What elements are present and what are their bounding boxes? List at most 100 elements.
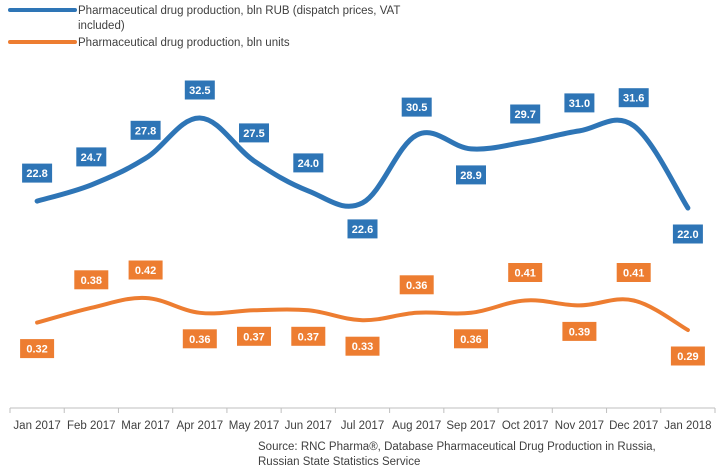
data-label-box [130,120,161,140]
data-label-rub: 22.0 [672,224,703,244]
x-tick-label: Jan 2017 [13,420,60,432]
x-tick-label: Sep 2017 [446,420,495,432]
data-label-box [564,93,595,113]
x-axis: Jan 2017 Feb 2017 Mar 2017 Apr 2017 May 2017… [9,407,716,432]
data-label-text: 0.29 [677,351,698,363]
series-line-units [35,295,690,332]
data-label-units: 0.36 [454,329,488,349]
data-label-box [182,329,217,349]
data-label-units: 0.38 [74,270,109,290]
data-label-text: 0.41 [514,268,535,280]
legend-label: Pharmaceutical drug production, bln unit… [78,37,290,49]
x-tick-label: Oct 2017 [502,420,549,432]
legend-item-rub: Pharmaceutical drug production, bln RUB … [8,5,400,32]
x-tick-label: Jul 2017 [341,420,384,432]
data-label-text: 0.42 [135,265,156,277]
data-label-text: 0.39 [569,326,590,338]
data-label-units: 0.29 [670,346,705,366]
x-tick-label: Feb 2017 [67,420,116,432]
data-label-rub: 31.0 [564,93,595,113]
data-label-text: 0.36 [406,280,427,292]
data-label-box [347,219,378,239]
data-label-text: 0.37 [243,331,264,343]
data-label-text: 30.5 [406,102,427,114]
data-label-units: 0.39 [562,321,597,341]
data-label-box [128,260,163,280]
data-label-text: 31.6 [623,93,644,105]
data-label-box [510,104,541,124]
legend: Pharmaceutical drug production, bln RUB … [8,5,400,49]
data-label-box [401,97,432,117]
data-label-text: 22.8 [26,168,47,180]
data-label-box [184,80,215,100]
x-tick-label: Aug 2017 [392,420,441,432]
data-label-box [454,329,488,349]
data-label-units: 0.41 [508,263,543,282]
data-label-box [20,339,55,359]
data-label-rub: 24.7 [76,147,107,167]
x-tick-label: Nov 2017 [555,420,604,432]
data-label-rub: 28.9 [456,165,486,185]
data-label-text: 0.36 [189,334,210,346]
data-label-box [237,326,271,346]
data-label-text: 24.7 [81,152,102,164]
data-label-box [239,123,269,143]
data-label-box [293,153,324,173]
data-label-rub: 27.5 [239,123,269,143]
data-label-box [672,224,703,244]
data-label-units: 0.37 [291,326,326,346]
data-label-text: 22.6 [352,224,373,236]
data-label-box [616,263,651,282]
data-label-box [618,88,649,108]
series-lines [34,115,691,332]
legend-label: included) [78,20,125,32]
data-label-box [562,321,597,341]
data-label-box [345,336,380,356]
data-label-text: 29.7 [514,109,535,121]
data-label-text: 28.9 [460,170,481,182]
data-labels: 22.8 24.7 27.8 32.5 27.5 24.0 22.6 30.5 28.9 29.7… [20,80,705,366]
data-label-text: 0.36 [460,334,481,346]
x-tick-label: Dec 2017 [609,420,658,432]
data-label-rub: 24.0 [293,153,324,173]
data-label-rub: 31.6 [618,88,649,108]
data-label-text: 0.33 [352,341,373,353]
data-label-box [74,270,109,290]
data-label-units: 0.36 [182,329,217,349]
data-label-rub: 22.6 [347,219,378,239]
data-label-rub: 27.8 [130,120,161,140]
data-label-box [22,163,53,183]
data-label-units: 0.33 [345,336,380,356]
data-label-text: 0.38 [81,275,102,287]
source-line: Russian State Statistics Service [258,456,420,468]
data-label-box [670,346,705,366]
data-label-text: 22.0 [677,229,698,241]
data-label-box [399,275,434,295]
source-line: Source: RNC Pharma®, Database Pharmaceut… [258,441,656,453]
data-label-rub: 22.8 [22,163,53,183]
x-tick-label: May 2017 [229,420,280,432]
x-tick-label: Jun 2017 [285,420,332,432]
data-label-text: 31.0 [569,98,590,110]
data-label-units: 0.41 [616,263,651,282]
data-label-units: 0.32 [20,339,55,359]
legend-item-units: Pharmaceutical drug production, bln unit… [8,37,290,49]
data-label-box [508,263,543,282]
series-line-rub [34,115,691,211]
data-label-text: 0.37 [298,331,319,343]
data-label-box [76,147,107,167]
source-note: Source: RNC Pharma®, Database Pharmaceut… [258,441,656,468]
data-label-rub: 29.7 [510,104,541,124]
data-label-rub: 30.5 [401,97,432,117]
data-label-box [456,165,486,185]
x-tick-label: Apr 2017 [176,420,223,432]
data-label-units: 0.37 [237,326,271,346]
data-label-rub: 32.5 [184,80,215,100]
data-label-text: 0.41 [623,268,644,280]
data-label-text: 27.8 [135,125,156,137]
data-label-text: 32.5 [189,85,210,97]
data-label-box [291,326,326,346]
data-label-text: 27.5 [243,128,264,140]
x-tick-label: Jan 2018 [664,420,711,432]
